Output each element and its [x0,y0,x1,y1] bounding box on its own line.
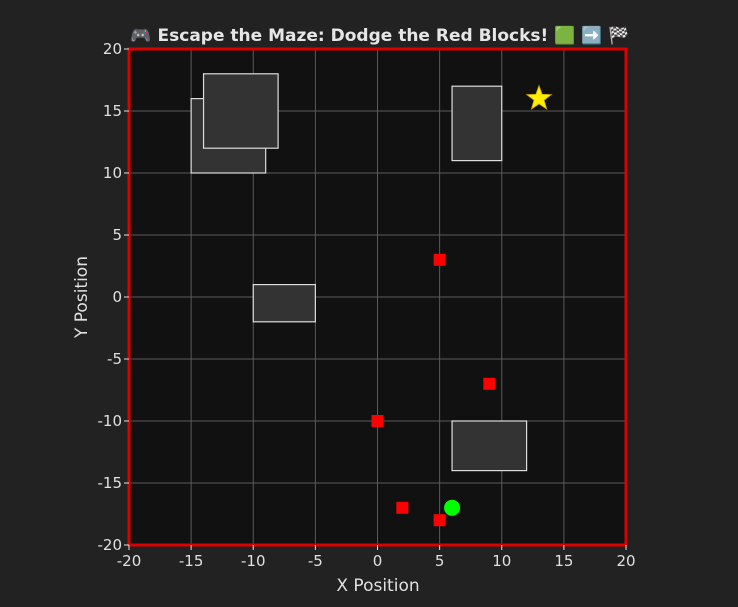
x-tick-label: -5 [308,552,323,570]
red-block-enemy [396,501,409,514]
x-tick-label: -15 [179,552,204,570]
goal-layer [525,84,553,111]
x-tick-label: 15 [554,552,573,570]
x-axis-label: X Position [336,576,419,596]
x-tick-label: 10 [492,552,511,570]
x-tick-label: -20 [117,552,142,570]
y-tick-label: 20 [103,40,122,58]
y-tick-label: -10 [98,412,123,430]
y-tick-label: -15 [98,474,123,492]
x-tick-label: -10 [241,552,266,570]
x-tick-label: 0 [373,552,383,570]
y-tick-label: -5 [107,350,122,368]
red-block-enemy [433,253,446,266]
red-blocks [371,253,496,527]
y-tick-label: 5 [112,226,122,244]
maze-wall [202,73,279,149]
maze-wall [451,85,503,162]
red-block-enemy [483,377,496,390]
y-axis-ticks: 20 15 10 5 0 -5 -10 -15 -20 [98,40,129,554]
y-tick-label: -20 [98,536,123,554]
maze-walls [190,73,528,472]
y-tick-label: 15 [103,102,122,120]
x-axis-ticks: -20 -15 -10 -5 0 5 10 15 20 [117,545,636,570]
goal-star-icon [525,84,553,111]
red-block-enemy [371,415,384,427]
x-tick-label: 5 [435,552,445,570]
y-tick-label: 10 [103,164,122,182]
red-block-enemy [433,514,446,527]
y-tick-label: 0 [112,288,122,306]
maze-wall [252,284,316,323]
maze-wall [451,420,528,472]
x-tick-label: 20 [616,552,635,570]
chart-title: 🎮 Escape the Maze: Dodge the Red Blocks!… [130,25,629,46]
player-marker [444,499,461,516]
y-axis-label: Y Position [72,256,92,339]
player-layer [444,499,461,516]
